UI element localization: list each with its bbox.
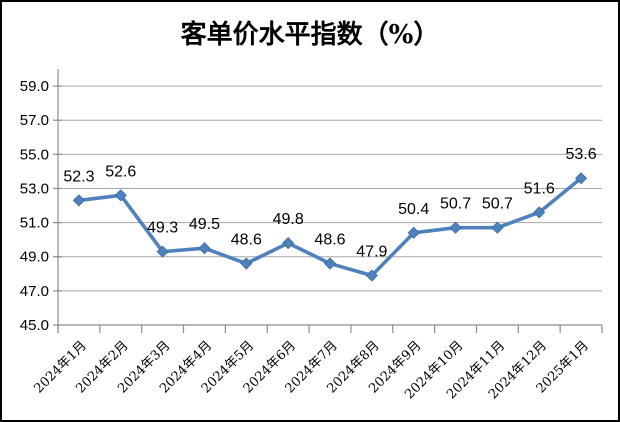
gridlines [58, 85, 602, 292]
y-tick-label: 57.0 [20, 112, 49, 129]
data-label: 51.6 [524, 180, 555, 197]
data-label: 53.6 [566, 146, 597, 163]
y-tick-label: 51.0 [20, 215, 49, 232]
data-point-marker [407, 226, 420, 239]
data-point-marker [575, 172, 588, 185]
data-point-marker [72, 194, 85, 207]
data-label: 47.9 [356, 244, 387, 261]
data-label: 50.4 [398, 201, 429, 218]
data-label: 48.6 [231, 232, 262, 249]
data-label: 49.5 [189, 216, 220, 233]
data-point-marker [198, 242, 211, 255]
axes [53, 69, 603, 333]
y-tick-label: 47.0 [20, 283, 49, 300]
data-point-marker [533, 206, 546, 219]
data-label: 52.3 [63, 168, 94, 185]
data-point-marker [323, 257, 337, 270]
data-series [72, 172, 588, 282]
data-label: 49.8 [273, 211, 304, 228]
data-label: 48.6 [314, 232, 345, 249]
chart-title: 客单价水平指数（%） [181, 19, 440, 50]
y-tick-label: 55.0 [20, 146, 49, 163]
data-label: 49.3 [147, 220, 178, 237]
data-point-marker [365, 269, 378, 282]
y-tick-label: 49.0 [20, 249, 49, 266]
data-point-marker [491, 221, 504, 234]
data-point-marker [240, 257, 253, 270]
y-tick-label: 59.0 [20, 78, 49, 95]
data-label: 50.7 [440, 196, 471, 213]
y-tick-label: 53.0 [20, 180, 49, 197]
y-tick-label: 45.0 [20, 317, 49, 334]
data-point-marker [449, 221, 462, 234]
data-point-marker [156, 245, 169, 258]
data-point-marker [282, 237, 295, 250]
data-point-marker [114, 189, 127, 202]
data-label: 50.7 [482, 196, 513, 213]
data-label: 52.6 [105, 163, 136, 180]
